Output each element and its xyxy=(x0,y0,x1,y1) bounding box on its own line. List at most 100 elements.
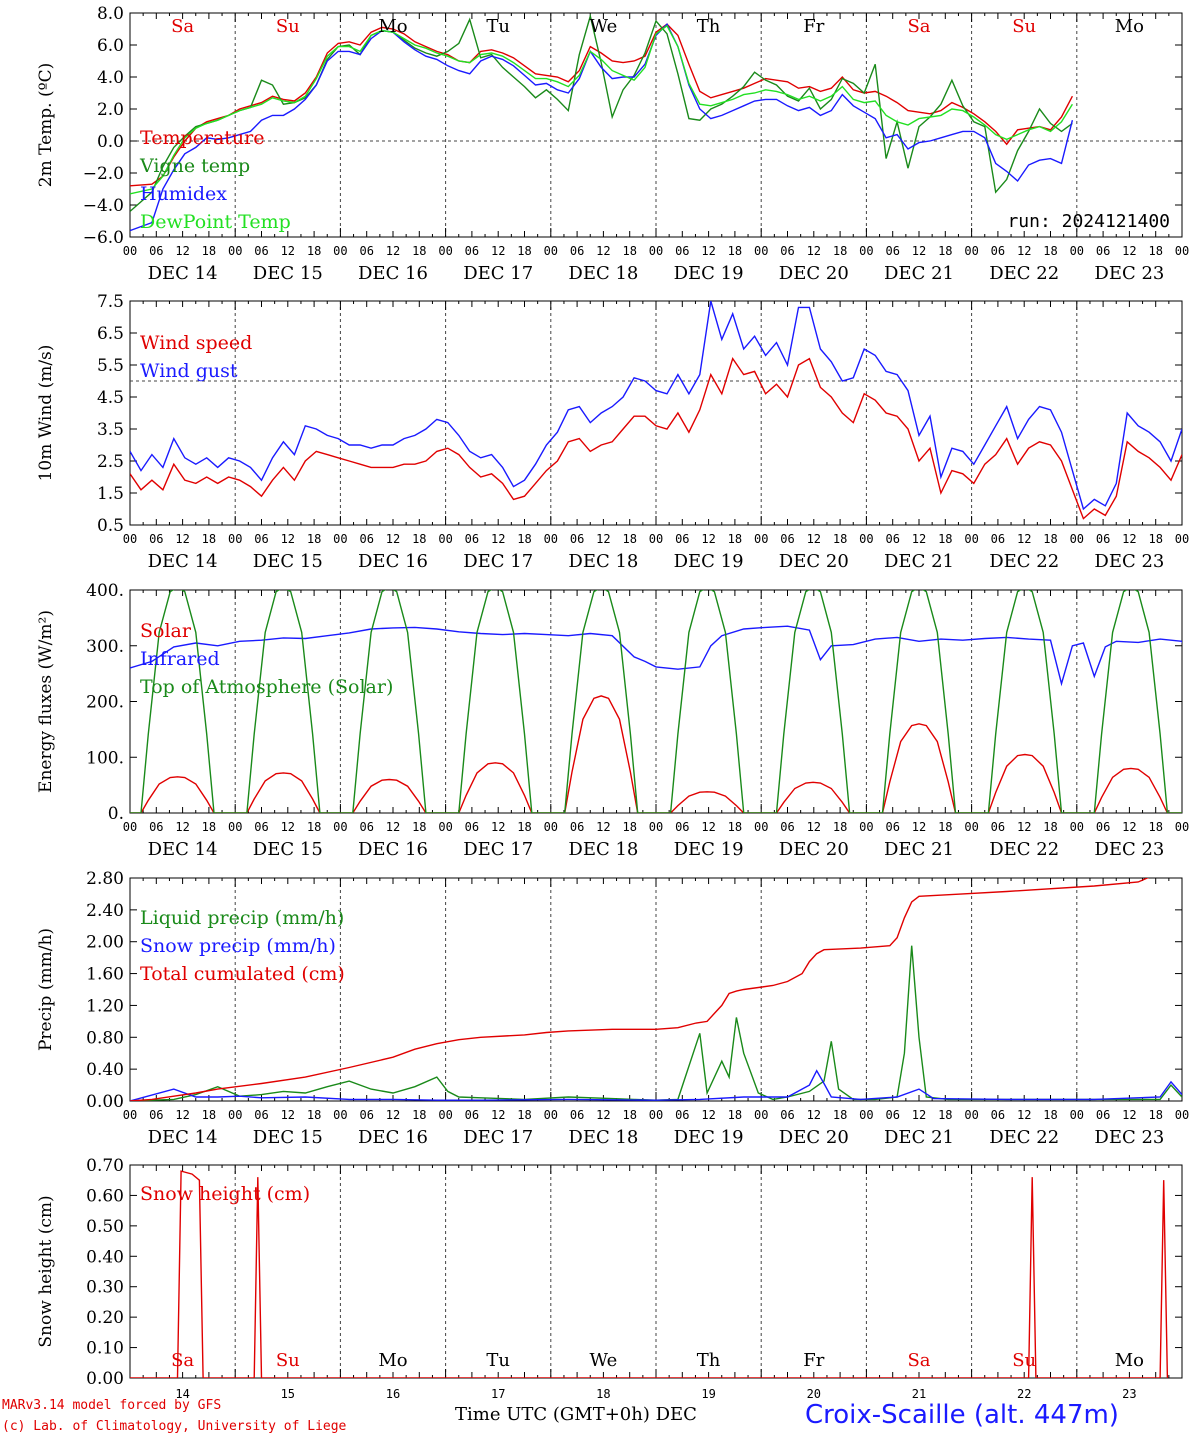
hour-tick-label: 00 xyxy=(333,532,347,546)
hour-tick-label: 12 xyxy=(912,532,926,546)
legend-entry: Snow height (cm) xyxy=(140,1183,310,1205)
legend-entry: Top of Atmosphere (Solar) xyxy=(140,676,393,698)
hour-tick-label: 12 xyxy=(386,532,400,546)
y-tick-label: 100. xyxy=(86,748,124,768)
hour-tick-label: 00 xyxy=(1175,244,1189,258)
hour-tick-label: 12 xyxy=(281,532,295,546)
weekday-label: Mo xyxy=(1115,1350,1144,1371)
short-date-label: 21 xyxy=(912,1387,926,1401)
hour-tick-label: 00 xyxy=(333,1108,347,1122)
hour-tick-label: 12 xyxy=(1122,820,1136,834)
hour-tick-label: 00 xyxy=(544,1108,558,1122)
hour-tick-label: 12 xyxy=(175,820,189,834)
series-line-liquid-precip-mm-h- xyxy=(130,945,1182,1101)
date-label: DEC 20 xyxy=(779,1127,849,1148)
hour-tick-label: 12 xyxy=(596,820,610,834)
y-tick-label: 2.5 xyxy=(97,452,124,472)
legend-entry: Vigne temp xyxy=(139,155,250,177)
hour-tick-label: 00 xyxy=(228,244,242,258)
legend-entry: Wind speed xyxy=(140,332,252,354)
hour-tick-label: 12 xyxy=(281,820,295,834)
hour-tick-label: 00 xyxy=(544,244,558,258)
date-label: DEC 16 xyxy=(358,1127,428,1148)
hour-tick-label: 06 xyxy=(254,532,268,546)
hour-tick-label: 06 xyxy=(885,532,899,546)
hour-tick-label: 06 xyxy=(359,532,373,546)
hour-tick-label: 06 xyxy=(675,820,689,834)
hour-tick-label: 06 xyxy=(570,820,584,834)
hour-tick-label: 00 xyxy=(1070,820,1084,834)
hour-tick-label: 06 xyxy=(991,1108,1005,1122)
hour-tick-label: 00 xyxy=(438,532,452,546)
date-label: DEC 17 xyxy=(463,1127,533,1148)
hour-tick-label: 18 xyxy=(622,532,636,546)
hour-tick-label: 06 xyxy=(780,1108,794,1122)
hour-tick-label: 00 xyxy=(544,532,558,546)
hour-tick-label: 00 xyxy=(754,1108,768,1122)
date-label: DEC 21 xyxy=(884,1127,954,1148)
hour-tick-label: 06 xyxy=(149,1108,163,1122)
hour-tick-label: 18 xyxy=(1148,244,1162,258)
y-tick-label: 0.40 xyxy=(86,1247,124,1267)
y-tick-label: 0.50 xyxy=(86,1217,124,1237)
date-label: DEC 14 xyxy=(148,551,218,572)
lab-credit: (c) Lab. of Climatology, University of L… xyxy=(2,1419,347,1434)
hour-tick-label: 12 xyxy=(701,1108,715,1122)
date-label: DEC 22 xyxy=(989,551,1059,572)
date-label: DEC 21 xyxy=(884,839,954,860)
hour-tick-label: 18 xyxy=(202,532,216,546)
hour-tick-label: 18 xyxy=(833,244,847,258)
hour-tick-label: 06 xyxy=(1096,532,1110,546)
date-label: DEC 15 xyxy=(253,551,323,572)
weekday-label: Tu xyxy=(486,1350,510,1371)
date-label: DEC 22 xyxy=(989,1127,1059,1148)
hour-tick-label: 06 xyxy=(570,532,584,546)
series-line-total-cumulated-cm- xyxy=(130,878,1150,1101)
date-label: DEC 22 xyxy=(989,263,1059,284)
panel-3: 400. 300. 200. 100. 0. Energy fluxes (W/m²) 00… xyxy=(36,581,1189,860)
hour-tick-label: 12 xyxy=(491,1108,505,1122)
hour-tick-label: 18 xyxy=(307,244,321,258)
hour-tick-label: 00 xyxy=(1070,1108,1084,1122)
weekday-label: Sa xyxy=(171,1350,194,1371)
hour-tick-label: 00 xyxy=(964,244,978,258)
y-axis-label: Precip (mm/h) xyxy=(36,928,56,1051)
hour-tick-label: 00 xyxy=(1070,244,1084,258)
legend-entry: Humidex xyxy=(140,183,227,205)
hour-tick-label: 12 xyxy=(175,1108,189,1122)
y-axis-label: Energy fluxes (W/m²) xyxy=(36,610,56,793)
hour-tick-label: 18 xyxy=(517,244,531,258)
hour-tick-label: 12 xyxy=(912,244,926,258)
weekday-label: Fr xyxy=(803,1350,824,1371)
date-label: DEC 16 xyxy=(358,263,428,284)
series-line-dewpoint-temp xyxy=(130,24,1073,195)
legend-entry: Solar xyxy=(140,620,192,642)
legend-entry: Liquid precip (mm/h) xyxy=(140,907,344,929)
panel-1: 8.0 6.0 4.0 2.0 0.0 −2.0 −4.0 −6.0 2m Temp. (ºC)… xyxy=(36,4,1189,284)
hour-tick-label: 00 xyxy=(1070,532,1084,546)
hour-tick-label: 00 xyxy=(333,244,347,258)
date-label: DEC 23 xyxy=(1094,839,1164,860)
hour-tick-label: 12 xyxy=(912,1108,926,1122)
hour-tick-label: 18 xyxy=(833,1108,847,1122)
hour-tick-label: 00 xyxy=(228,1108,242,1122)
hour-tick-label: 06 xyxy=(254,1108,268,1122)
y-tick-label: −4.0 xyxy=(83,196,124,216)
short-date-label: 20 xyxy=(807,1387,821,1401)
hour-tick-label: 18 xyxy=(938,532,952,546)
hour-tick-label: 06 xyxy=(675,1108,689,1122)
hour-tick-label: 18 xyxy=(412,820,426,834)
hour-tick-label: 12 xyxy=(596,532,610,546)
hour-tick-label: 18 xyxy=(1043,820,1057,834)
plot-frame xyxy=(129,300,1183,526)
date-label: DEC 18 xyxy=(568,263,638,284)
hour-tick-label: 06 xyxy=(149,244,163,258)
hour-tick-label: 06 xyxy=(465,820,479,834)
hour-tick-label: 18 xyxy=(833,820,847,834)
y-tick-label: 0.00 xyxy=(86,1092,124,1112)
series-line-wind-gust xyxy=(130,301,1182,511)
hour-tick-label: 00 xyxy=(859,820,873,834)
hour-tick-label: 00 xyxy=(859,244,873,258)
hour-tick-label: 12 xyxy=(807,532,821,546)
hour-tick-label: 00 xyxy=(964,1108,978,1122)
